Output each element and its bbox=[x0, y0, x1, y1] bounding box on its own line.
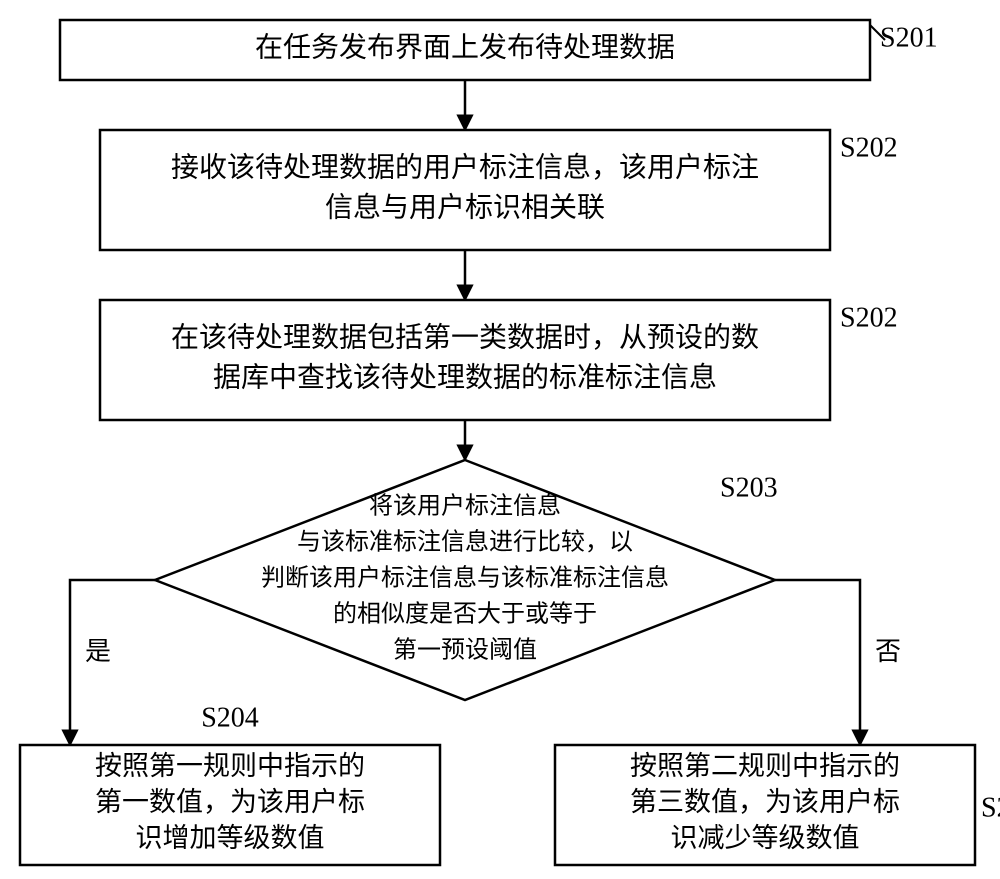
flow-step-text: 接收该待处理数据的用户标注信息，该用户标注 bbox=[171, 151, 759, 183]
flow-decision-text: 的相似度是否大于或等于 bbox=[333, 601, 597, 628]
flowchart-canvas: 是 否 在任务发布界面上发布待处理数据 S201 接收该待处理数据的用户标注信息，该用户… bbox=[0, 0, 1000, 879]
flow-step-text: 按照第一规则中指示的 bbox=[95, 751, 365, 781]
flow-step-text: 第三数值，为该用户标 bbox=[630, 787, 900, 817]
step-label: S203 bbox=[720, 472, 778, 503]
flow-decision-text: 第一预设阈值 bbox=[393, 637, 537, 664]
branch-label: 否 bbox=[875, 637, 901, 666]
step-label: S205 bbox=[981, 792, 1000, 823]
step-label: S204 bbox=[201, 702, 259, 733]
flow-decision-text: 判断该用户标注信息与该标准标注信息 bbox=[261, 565, 669, 592]
step-label: S202 bbox=[840, 302, 898, 333]
step-label: S202 bbox=[840, 132, 898, 163]
flow-step-text: 第一数值，为该用户标 bbox=[95, 787, 365, 817]
flow-step-text: 识增加等级数值 bbox=[136, 823, 325, 853]
flow-step-text: 在该待处理数据包括第一类数据时，从预设的数 bbox=[171, 321, 759, 353]
flow-decision-text: 将该用户标注信息 bbox=[369, 493, 561, 520]
flow-step-n2 bbox=[100, 130, 830, 250]
flow-step-n3 bbox=[100, 300, 830, 420]
flow-step-text: 识减少等级数值 bbox=[671, 823, 860, 853]
flow-step-text: 据库中查找该待处理数据的标准标注信息 bbox=[213, 361, 717, 393]
flow-decision-text: 与该标准标注信息进行比较，以 bbox=[297, 529, 633, 556]
flow-step-text: 在任务发布界面上发布待处理数据 bbox=[255, 31, 675, 63]
branch-label: 是 bbox=[85, 637, 111, 666]
flow-step-text: 按照第二规则中指示的 bbox=[630, 751, 900, 781]
flow-step-text: 信息与用户标识相关联 bbox=[325, 191, 605, 223]
step-label: S201 bbox=[880, 22, 938, 53]
